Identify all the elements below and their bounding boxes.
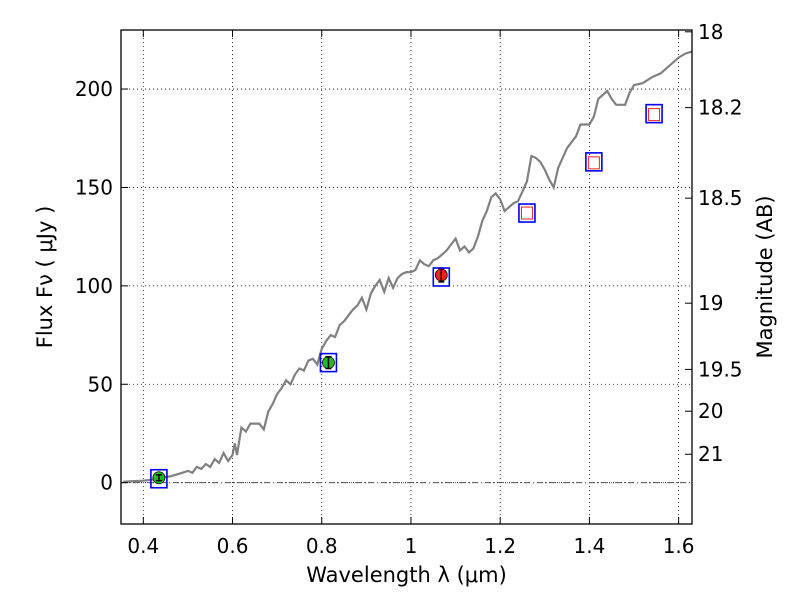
plot-frame (120, 29, 693, 525)
y-tick-label: 200 (75, 77, 113, 101)
model-blue-square (432, 267, 451, 287)
x-tick-label: 0.6 (217, 534, 249, 558)
x-tick-label: 1.6 (663, 534, 695, 558)
model-blue-square (150, 468, 168, 489)
mag-tick-label: 21 (698, 442, 723, 466)
right-axis-label: Magnitude (AB) (753, 195, 777, 358)
model-red-square (587, 156, 600, 170)
mag-tick-label: 19 (698, 291, 723, 315)
mag-tick-label: 18.2 (698, 96, 743, 120)
mag-tick-label: 18 (698, 20, 723, 44)
grid-lines (121, 30, 692, 524)
x-tick-label: 1.2 (484, 534, 516, 558)
model-blue-square (319, 352, 338, 373)
y-axis-label: Flux Fν ( μJy ) (33, 206, 57, 349)
x-tick-label: 1.4 (573, 534, 605, 558)
x-tick-label: 0.8 (306, 534, 338, 558)
y-tick-label: 50 (88, 372, 113, 396)
model-spectrum-line (123, 50, 693, 483)
model-blue-square (645, 103, 663, 124)
model-blue-square (585, 152, 603, 172)
x-tick-label: 0.4 (127, 534, 159, 558)
mag-tick-label: 19.5 (698, 357, 743, 381)
model-blue-square (518, 203, 536, 223)
mag-tick-label: 20 (698, 399, 723, 423)
mag-tick-label: 18.5 (698, 186, 743, 210)
x-axis-label: Wavelength λ (μm) (306, 563, 507, 587)
photometry-points (150, 103, 663, 489)
axis-ticks: 0.4 0.6 0.8 1 1.2 1.4 1.6 0 50 100 150 200 18 18.2 18.… (75, 20, 743, 558)
y-tick-label: 150 (75, 175, 113, 199)
y-tick-label: 0 (100, 471, 113, 495)
model-red-square (520, 206, 533, 220)
model-red-square (648, 108, 661, 122)
y-tick-label: 100 (75, 274, 113, 298)
x-tick-label: 1 (405, 534, 418, 558)
